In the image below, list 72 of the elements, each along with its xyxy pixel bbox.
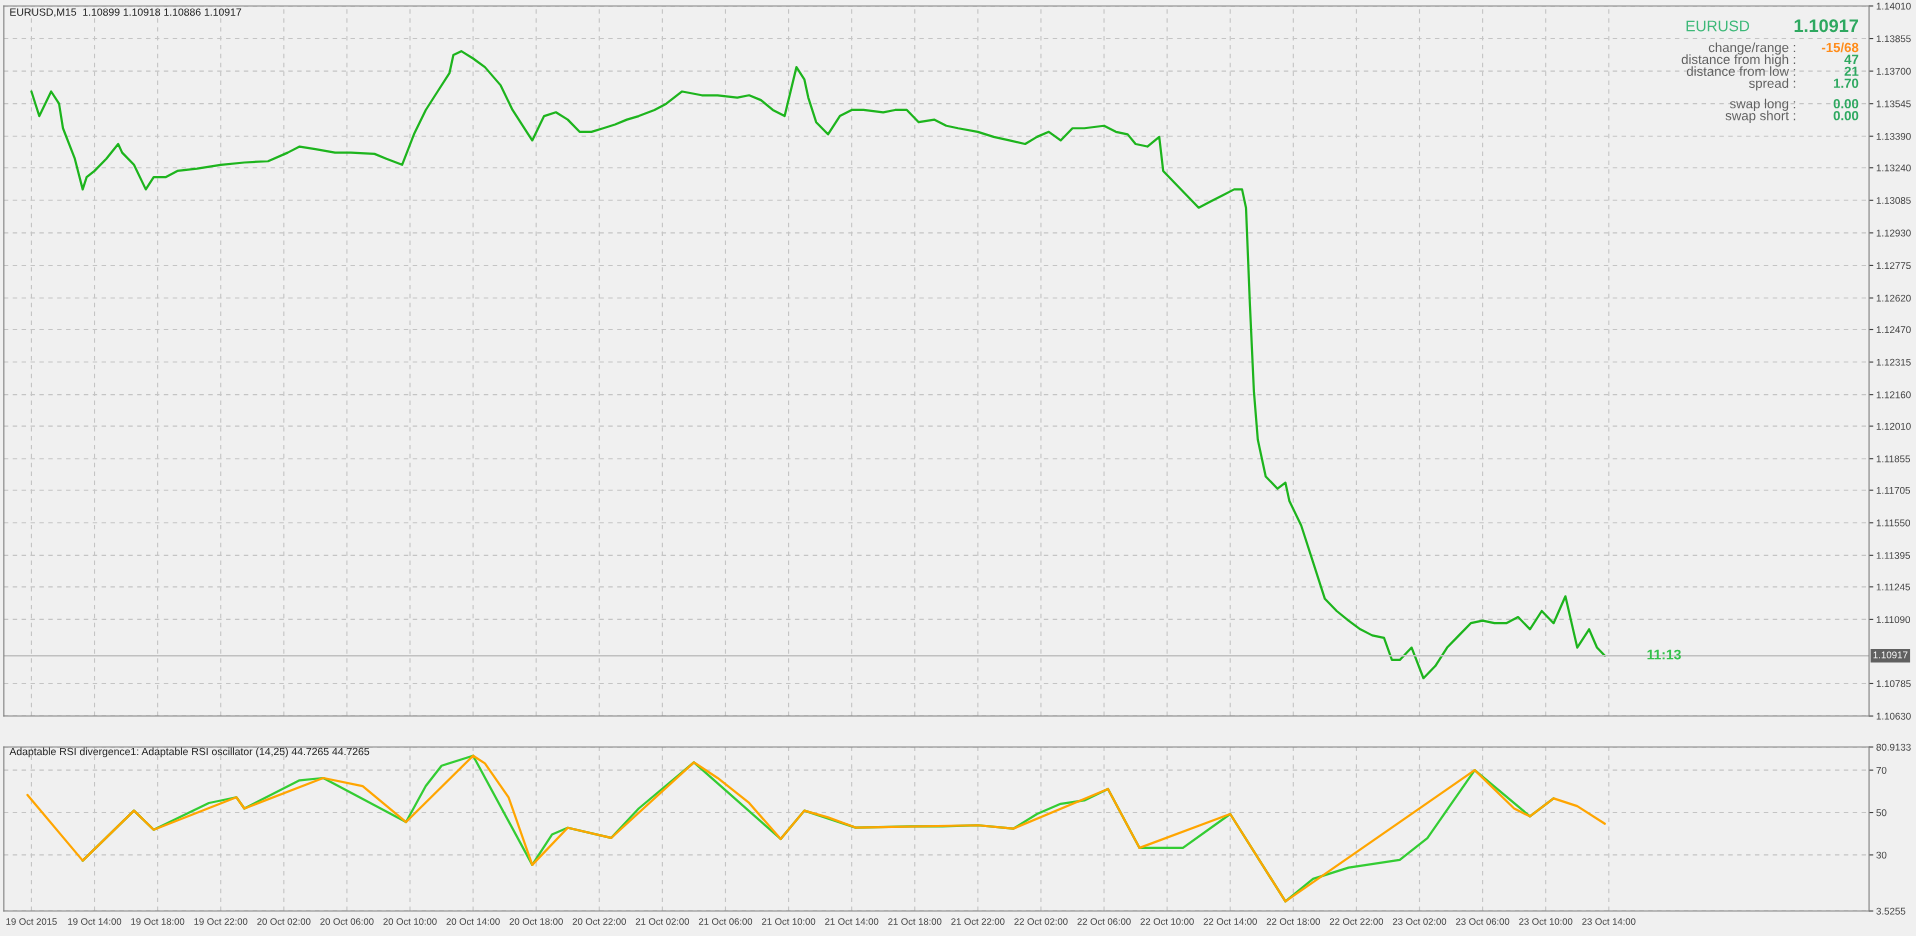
annotation: EURUSD [1686, 20, 1750, 32]
annotation: swap long : [1729, 98, 1796, 111]
x-tick-label: 23 Oct 14:00 [1582, 918, 1636, 925]
y-tick-label: 1.12775 [1876, 262, 1911, 270]
chart-title: Adaptable RSI divergence1: Adaptable RSI oscillator (14,25) 44.7265 44.7265 [9, 747, 370, 758]
y-tick-label: 1.14010 [1876, 2, 1911, 10]
x-tick-label: 21 Oct 22:00 [951, 918, 1005, 925]
y-tick-label: 1.11705 [1876, 486, 1911, 494]
annotation: -15/68 [1821, 42, 1859, 53]
annotation: 0.00 [1833, 99, 1859, 109]
annotation: 1.70 [1833, 78, 1859, 88]
y-tick-label: 1.12160 [1876, 391, 1911, 399]
x-tick-label: 22 Oct 06:00 [1077, 918, 1131, 925]
y-tick-label: 3.5255 [1876, 907, 1906, 915]
y-tick-label: 1.11245 [1876, 583, 1911, 591]
y-tick-label: 30 [1876, 851, 1887, 859]
x-tick-label: 22 Oct 10:00 [1140, 918, 1194, 925]
y-tick-label: 1.12315 [1876, 358, 1911, 366]
annotation: change/range : [1708, 42, 1796, 55]
x-tick-label: 23 Oct 02:00 [1392, 918, 1447, 925]
x-tick-label: 20 Oct 18:00 [509, 918, 563, 925]
annotation: 11:13 [1647, 649, 1681, 660]
x-tick-label: 23 Oct 10:00 [1519, 918, 1573, 925]
y-tick-label: 1.12470 [1876, 326, 1911, 334]
y-tick-label: 1.10630 [1876, 712, 1911, 720]
y-tick-label: 1.13240 [1876, 164, 1911, 172]
annotation: swap short : [1725, 110, 1796, 123]
x-tick-label: 22 Oct 02:00 [1014, 918, 1068, 925]
y-tick-label: 70 [1876, 766, 1887, 774]
chart-title: EURUSD,M15 1.10899 1.10918 1.10886 1.10917 [10, 8, 242, 17]
x-tick-label: 23 Oct 06:00 [1456, 918, 1510, 925]
y-tick-label: 1.11855 [1876, 455, 1911, 463]
y-tick-label: 1.13700 [1876, 67, 1911, 75]
x-tick-label: 21 Oct 02:00 [635, 918, 690, 925]
y-tick-label: 1.13085 [1876, 197, 1911, 204]
x-tick-label: 20 Oct 14:00 [446, 918, 500, 925]
y-tick-label: 1.13855 [1876, 35, 1911, 43]
y-tick-label: 80.9133 [1876, 743, 1911, 751]
x-tick-label: 20 Oct 22:00 [572, 918, 626, 925]
annotation: distance from low : [1686, 66, 1796, 76]
x-tick-label: 20 Oct 02:00 [257, 918, 311, 925]
y-tick-label: 1.12620 [1876, 294, 1911, 302]
x-tick-label: 22 Oct 14:00 [1203, 918, 1257, 925]
x-tick-label: 21 Oct 10:00 [762, 918, 816, 925]
y-tick-label: 1.11090 [1876, 616, 1911, 624]
y-tick-label: 1.12930 [1876, 229, 1911, 237]
x-tick-label: 19 Oct 18:00 [131, 918, 185, 925]
x-tick-label: 19 Oct 2015 [6, 918, 57, 925]
annotation: 0.00 [1833, 110, 1859, 121]
x-tick-label: 21 Oct 14:00 [825, 918, 879, 925]
annotation: 47 [1844, 54, 1859, 64]
y-tick-label: 1.11550 [1876, 519, 1911, 527]
x-tick-label: 20 Oct 10:00 [383, 918, 437, 925]
x-tick-label: 21 Oct 18:00 [888, 918, 942, 925]
x-tick-label: 19 Oct 14:00 [68, 918, 122, 925]
y-tick-label: 1.11395 [1876, 552, 1911, 559]
annotation: distance from high : [1681, 54, 1796, 67]
line-series [30, 50, 1606, 680]
annotation: spread : [1749, 78, 1796, 91]
y-tick-label: 1.10785 [1876, 680, 1911, 688]
ref-line-label: 1.10917 [1873, 651, 1908, 659]
x-tick-label: 20 Oct 06:00 [320, 918, 374, 925]
x-tick-label: 19 Oct 22:00 [194, 918, 248, 925]
y-tick-label: 1.13390 [1876, 132, 1911, 140]
x-tick-label: 21 Oct 06:00 [698, 918, 753, 925]
y-tick-label: 1.13545 [1876, 100, 1911, 108]
x-tick-label: 22 Oct 18:00 [1266, 918, 1320, 925]
annotation: 1.10917 [1794, 19, 1859, 33]
annotation: 21 [1844, 66, 1859, 76]
x-tick-label: 22 Oct 22:00 [1329, 918, 1384, 925]
y-tick-label: 50 [1876, 809, 1887, 817]
y-tick-label: 1.12010 [1876, 422, 1911, 430]
